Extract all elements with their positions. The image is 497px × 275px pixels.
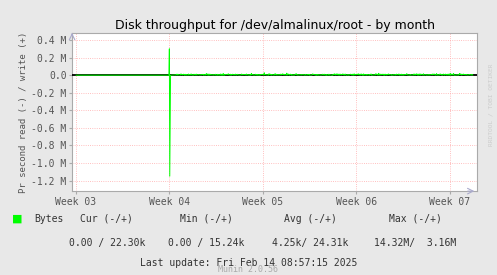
Text: Bytes: Bytes: [34, 214, 63, 224]
Text: Max (-/+): Max (-/+): [389, 214, 441, 224]
Text: Cur (-/+): Cur (-/+): [81, 214, 133, 224]
Text: Munin 2.0.56: Munin 2.0.56: [219, 265, 278, 274]
Text: 4.25k/ 24.31k: 4.25k/ 24.31k: [272, 238, 349, 248]
Text: Last update: Fri Feb 14 08:57:15 2025: Last update: Fri Feb 14 08:57:15 2025: [140, 258, 357, 268]
Title: Disk throughput for /dev/almalinux/root - by month: Disk throughput for /dev/almalinux/root …: [115, 19, 434, 32]
Text: 0.00 / 22.30k: 0.00 / 22.30k: [69, 238, 145, 248]
Text: Avg (-/+): Avg (-/+): [284, 214, 337, 224]
Y-axis label: Pr second read (-) / write (+): Pr second read (-) / write (+): [19, 31, 28, 193]
Text: Min (-/+): Min (-/+): [180, 214, 233, 224]
Text: 14.32M/  3.16M: 14.32M/ 3.16M: [374, 238, 456, 248]
Text: ■: ■: [12, 214, 23, 224]
Text: RRDTOOL / TOBI OETIKER: RRDTOOL / TOBI OETIKER: [489, 63, 494, 146]
Text: 0.00 / 15.24k: 0.00 / 15.24k: [168, 238, 245, 248]
